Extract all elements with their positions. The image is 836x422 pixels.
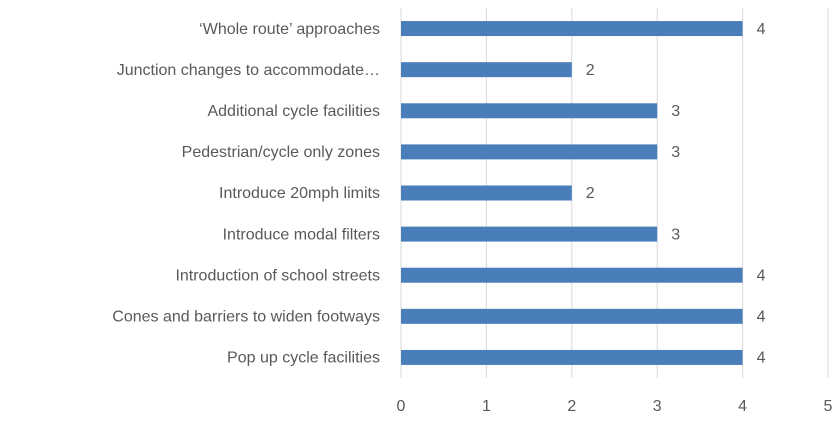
x-tick-label: 2 (567, 398, 576, 415)
y-tick-label: Additional cycle facilities (207, 103, 380, 120)
x-tick-label: 4 (738, 398, 747, 415)
data-label: 3 (671, 103, 680, 120)
y-tick-label: Junction changes to accommodate… (117, 62, 380, 79)
bar (401, 144, 658, 160)
data-label: 4 (757, 350, 766, 367)
bar (401, 267, 743, 283)
data-label: 2 (586, 185, 595, 202)
x-tick-label: 1 (482, 398, 491, 415)
bar (401, 308, 743, 324)
data-label: 4 (757, 21, 766, 38)
y-tick-label: ‘Whole route’ approaches (199, 21, 380, 38)
data-label: 3 (671, 144, 680, 161)
data-label: 2 (586, 62, 595, 79)
data-label: 4 (757, 309, 766, 326)
data-label: 3 (671, 226, 680, 243)
y-tick-label: Cones and barriers to widen footways (112, 309, 380, 326)
bar (401, 349, 743, 365)
bar (401, 103, 658, 119)
bar (401, 185, 572, 201)
y-tick-label: Introduce 20mph limits (219, 185, 380, 202)
y-tick-label: Introduce modal filters (223, 226, 380, 243)
bar (401, 226, 658, 242)
y-tick-label: Pop up cycle facilities (227, 350, 380, 367)
y-tick-label: Pedestrian/cycle only zones (182, 144, 380, 161)
y-tick-label: Introduction of school streets (175, 267, 380, 284)
x-tick-label: 5 (824, 398, 833, 415)
x-tick-label: 3 (653, 398, 662, 415)
bar (401, 62, 572, 78)
x-tick-label: 0 (397, 398, 406, 415)
bar (401, 21, 743, 37)
data-label: 4 (757, 267, 766, 284)
